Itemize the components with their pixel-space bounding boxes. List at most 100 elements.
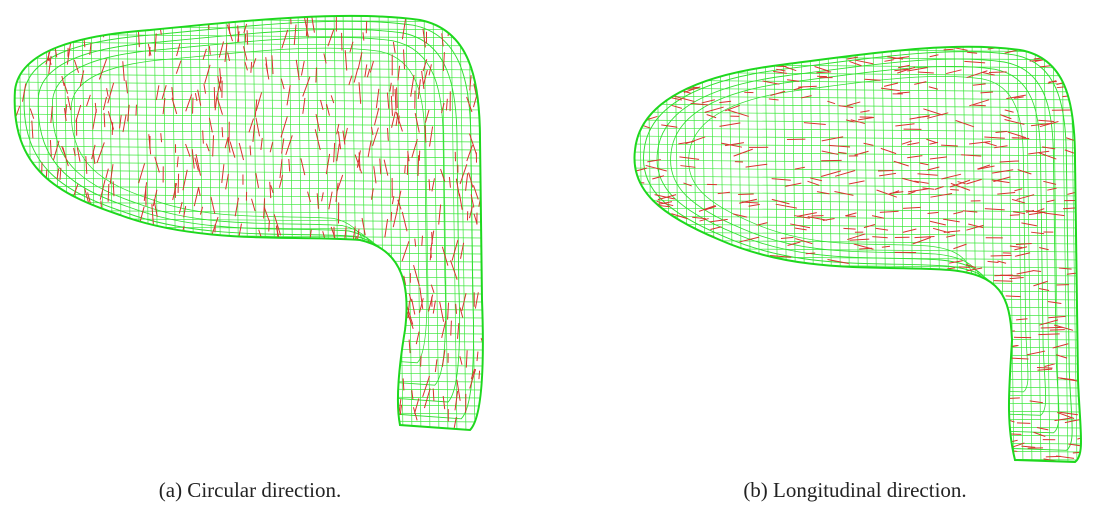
fiber xyxy=(286,282,290,300)
fiber xyxy=(847,234,865,240)
fiber xyxy=(1005,451,1017,452)
fiber xyxy=(683,83,695,85)
fiber xyxy=(104,113,105,127)
fiber xyxy=(708,61,722,64)
fiber xyxy=(155,33,156,52)
fiber xyxy=(710,395,725,399)
fiber xyxy=(755,412,771,416)
fiber xyxy=(126,80,128,93)
mesh-line xyxy=(190,10,196,435)
mesh-line xyxy=(774,40,780,465)
fiber xyxy=(326,403,330,418)
fiber xyxy=(374,409,379,425)
fiber xyxy=(253,125,254,142)
fiber xyxy=(807,181,819,185)
fiber xyxy=(357,358,361,375)
fiber xyxy=(316,255,319,272)
fiber xyxy=(647,355,658,359)
fiber xyxy=(201,396,207,414)
mesh-line xyxy=(352,10,358,435)
mesh-line xyxy=(298,10,304,435)
mesh-line xyxy=(837,40,843,465)
fiber xyxy=(807,356,817,360)
fiber xyxy=(230,429,231,443)
fiber xyxy=(1008,132,1026,138)
fiber xyxy=(49,368,51,380)
fiber xyxy=(884,60,893,62)
fiber xyxy=(788,383,799,387)
fiber xyxy=(800,356,816,358)
fiber xyxy=(393,396,395,408)
fiber xyxy=(835,458,849,459)
fiber xyxy=(115,366,120,379)
mesh-line xyxy=(630,336,1085,340)
fiber xyxy=(429,179,430,190)
fiber xyxy=(852,337,866,341)
fiber xyxy=(387,347,388,365)
fiber xyxy=(64,272,69,290)
fiber xyxy=(802,446,821,452)
fiber xyxy=(280,369,281,379)
fiber xyxy=(13,361,17,381)
fiber xyxy=(295,256,299,274)
mesh-line xyxy=(675,40,681,465)
fiber xyxy=(753,442,774,444)
fiber xyxy=(147,408,150,420)
fiber xyxy=(687,449,702,450)
fiber xyxy=(815,50,826,52)
fiber xyxy=(62,76,64,86)
fiber xyxy=(1011,358,1029,359)
fiber xyxy=(179,407,180,426)
fiber xyxy=(289,159,290,172)
fiber xyxy=(323,231,329,251)
fiber xyxy=(643,367,663,369)
fiber xyxy=(112,261,115,278)
fiber xyxy=(972,319,988,320)
fiber xyxy=(301,244,302,265)
fiber xyxy=(334,421,339,441)
fiber xyxy=(660,324,678,327)
mesh-line xyxy=(442,10,448,435)
fiber xyxy=(1033,270,1041,271)
fiber xyxy=(91,382,95,402)
mesh-line xyxy=(10,402,485,406)
fiber xyxy=(404,49,405,69)
fiber xyxy=(86,156,87,174)
fiber xyxy=(822,137,843,141)
fiber xyxy=(145,333,150,350)
fiber xyxy=(87,95,91,106)
fiber xyxy=(735,460,750,461)
fiber xyxy=(860,396,876,397)
fiber xyxy=(667,433,680,436)
mesh-line xyxy=(10,242,485,246)
fiber xyxy=(861,447,879,448)
fiber xyxy=(97,422,99,438)
fiber xyxy=(90,305,91,323)
fiber xyxy=(334,143,335,162)
fiber xyxy=(679,377,689,379)
fiber xyxy=(865,435,884,436)
fiber xyxy=(308,309,313,326)
fiber xyxy=(234,284,238,295)
fiber xyxy=(923,109,942,115)
fiber xyxy=(389,337,391,345)
fiber xyxy=(926,139,936,142)
fiber xyxy=(1038,334,1059,335)
fiber xyxy=(970,337,987,341)
mesh-line xyxy=(10,210,485,214)
fiber xyxy=(720,304,740,306)
fiber xyxy=(632,354,648,360)
mesh-line xyxy=(819,40,825,465)
fiber xyxy=(196,359,198,376)
fiber xyxy=(137,345,139,357)
fiber xyxy=(947,442,957,445)
fiber xyxy=(448,303,449,320)
wireframe xyxy=(10,10,488,450)
fiber xyxy=(908,365,922,369)
mesh-line xyxy=(630,360,1085,364)
fiber xyxy=(52,238,56,251)
fiber xyxy=(806,43,824,47)
fiber xyxy=(834,49,846,50)
fiber xyxy=(660,67,680,71)
fiber xyxy=(120,418,123,439)
